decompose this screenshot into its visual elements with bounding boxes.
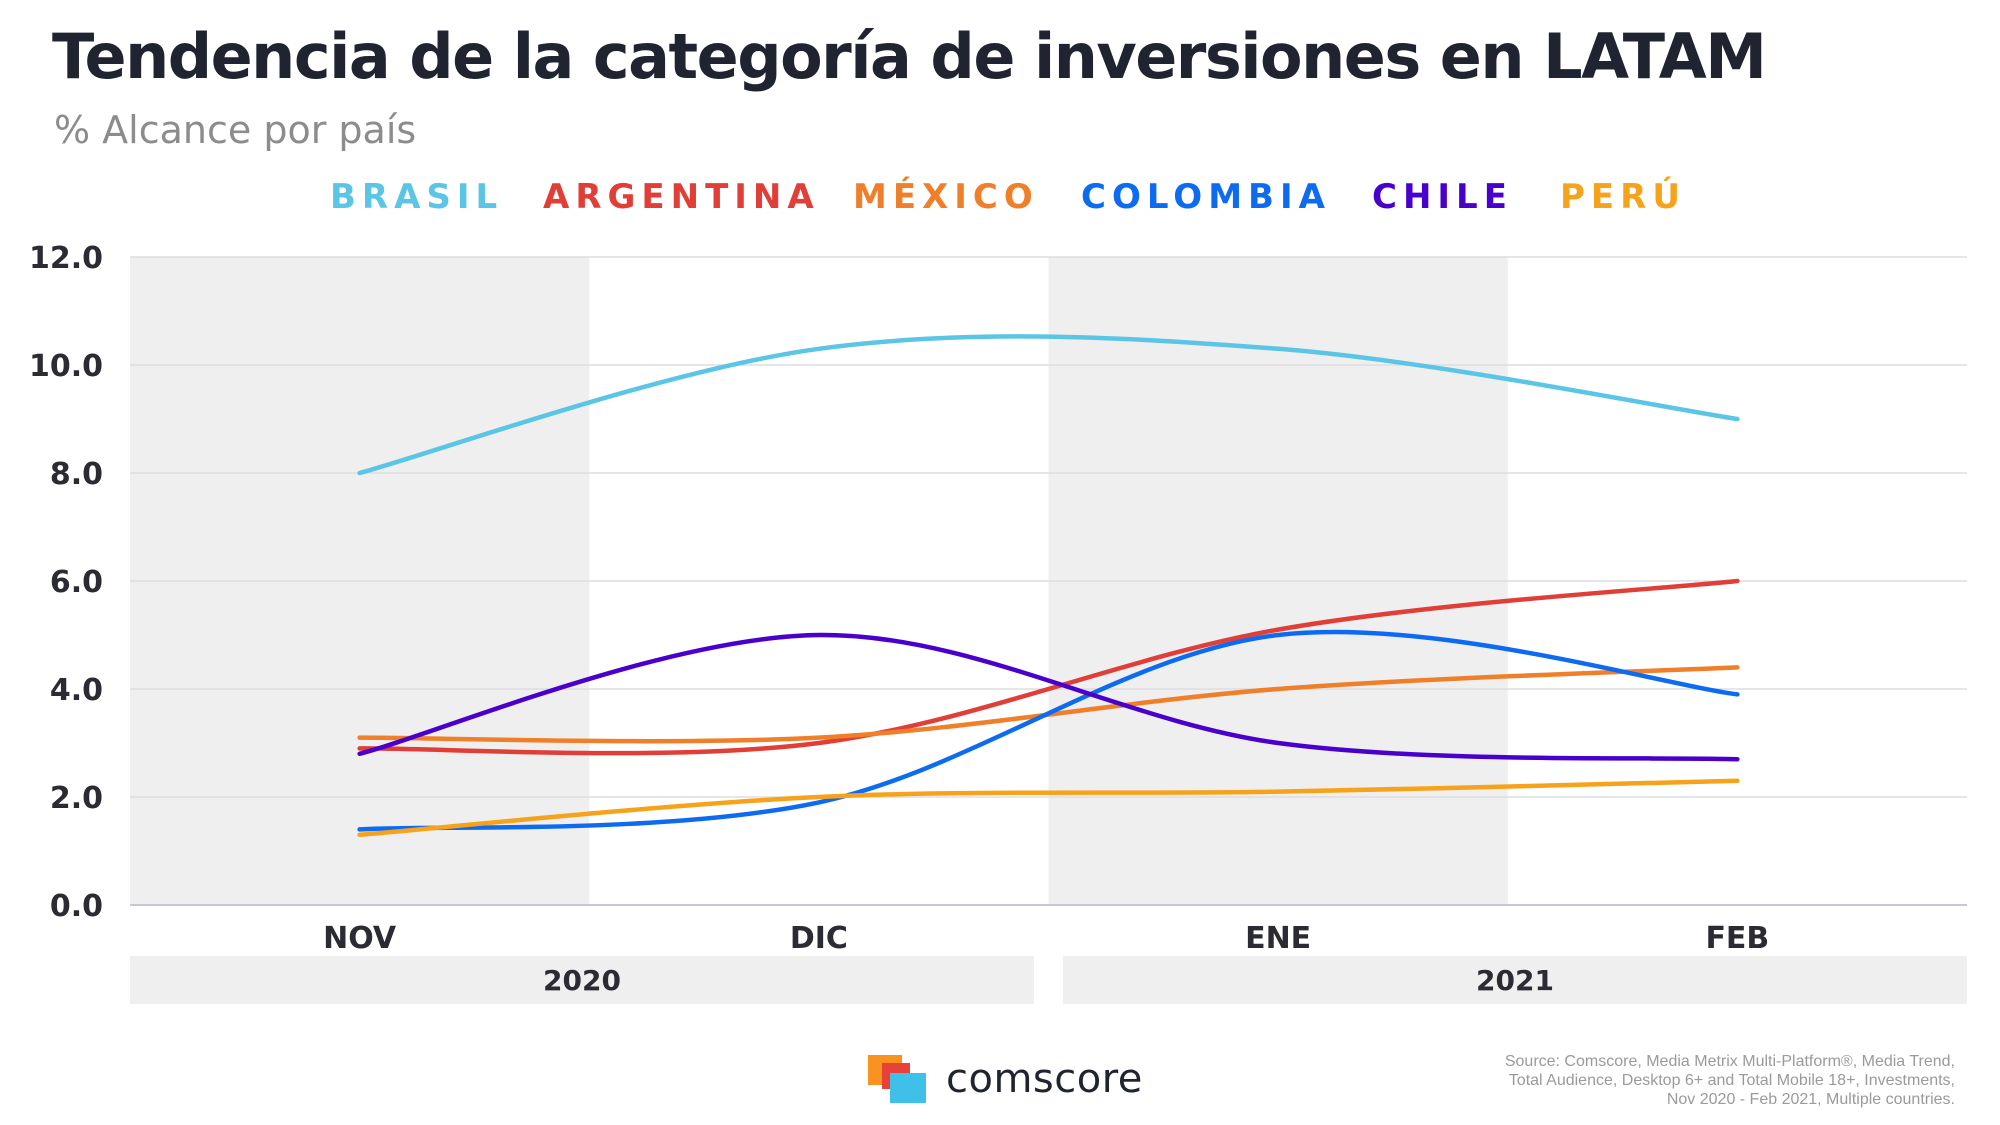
comscore-logo: comscore <box>868 1055 1143 1103</box>
source-line-3: Nov 2020 - Feb 2021, Multiple countries. <box>1666 1091 1955 1108</box>
legend-entry-mexico: MÉXICO <box>853 176 1039 217</box>
comscore-logo-mark-icon <box>868 1055 926 1103</box>
source-line-2: Total Audience, Desktop 6+ and Total Mob… <box>1508 1072 1955 1089</box>
legend-entry-argentina: ARGENTINA <box>543 177 820 217</box>
series-line-argentina <box>357 578 1740 756</box>
y-tick-label: 6.0 <box>50 565 103 600</box>
year-2020-box: 2020 <box>130 956 1034 1004</box>
chart-subtitle: % Alcance por país <box>54 108 417 152</box>
year-label-2021: 2021 <box>1476 963 1554 997</box>
y-tick-label: 8.0 <box>50 457 103 492</box>
series-line-chile <box>357 632 1740 762</box>
x-axis: NOV DIC ENE FEB <box>323 921 1769 956</box>
source-line-1: Source: Comscore, Media Metrix Multi-Pla… <box>1504 1053 1955 1070</box>
source-note: Source: Comscore, Media Metrix Multi-Pla… <box>1315 1052 1955 1109</box>
series-lines <box>357 334 1740 838</box>
y-tick-label: 0.0 <box>50 889 103 924</box>
y-axis: 0.0 2.0 4.0 6.0 8.0 10.0 12.0 <box>29 241 103 924</box>
series-line-brasil <box>357 334 1740 476</box>
series-line-peru <box>357 778 1740 838</box>
y-tick-label: 2.0 <box>50 781 103 816</box>
x-tick-label: FEB <box>1705 921 1769 956</box>
y-tick-label: 12.0 <box>29 241 103 276</box>
year-label-2020: 2020 <box>543 963 621 997</box>
legend-entry-brasil: BRASIL <box>330 177 503 217</box>
x-tick-label: DIC <box>790 921 848 956</box>
gridlines <box>130 256 1967 906</box>
legend-entry-peru: PERÚ <box>1560 176 1686 217</box>
year-2021-box: 2021 <box>1063 956 1967 1004</box>
legend: BRASIL ARGENTINA MÉXICO COLOMBIA CHILE PERÚ <box>330 176 1686 217</box>
legend-entry-colombia: COLOMBIA <box>1081 177 1331 217</box>
y-tick-label: 4.0 <box>50 673 103 708</box>
legend-entry-chile: CHILE <box>1372 177 1513 217</box>
x-tick-label: NOV <box>323 921 397 956</box>
chart-title: Tendencia de la categoría de inversiones… <box>52 20 1767 93</box>
x-tick-label: ENE <box>1245 921 1311 956</box>
comscore-wordmark: comscore <box>946 1056 1143 1102</box>
y-tick-label: 10.0 <box>29 349 103 384</box>
series-line-colombia <box>357 629 1740 832</box>
